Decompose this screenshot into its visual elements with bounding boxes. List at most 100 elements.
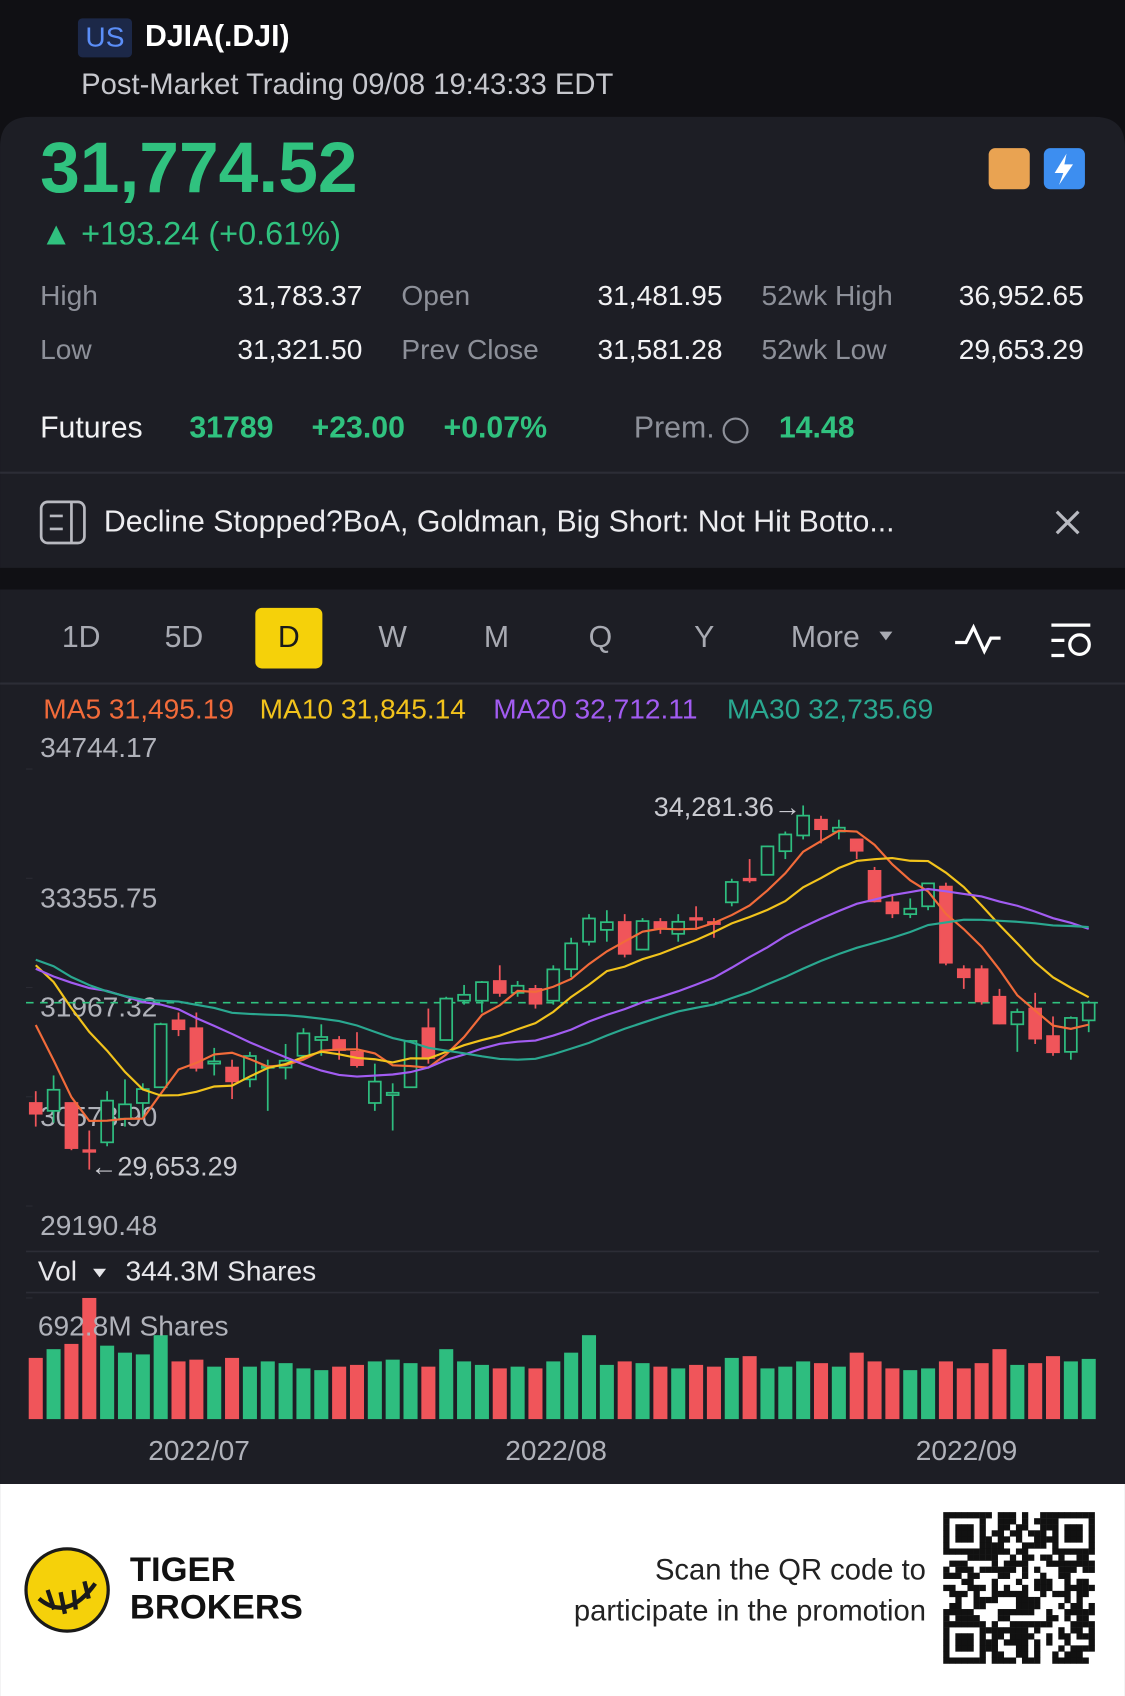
qr-cell — [1003, 1584, 1011, 1592]
qr-cell — [1009, 1657, 1017, 1664]
qr-cell — [1028, 1554, 1035, 1561]
ma-line — [35, 856, 1090, 1097]
qr-cell — [961, 1524, 968, 1531]
qr-cell — [961, 1639, 968, 1646]
premium-info-icon[interactable] — [722, 417, 749, 444]
qr-cell — [979, 1645, 986, 1652]
qr-cell — [1076, 1621, 1083, 1628]
volume-bar — [617, 1361, 632, 1420]
qr-cell — [1088, 1645, 1095, 1652]
qr-cell — [955, 1536, 962, 1543]
volume-bar — [260, 1361, 275, 1420]
close-news[interactable] — [1055, 510, 1080, 535]
qr-cell — [1003, 1639, 1011, 1646]
qr-cell — [1070, 1657, 1077, 1664]
qr-cell — [1076, 1584, 1083, 1592]
volume-bar — [813, 1363, 829, 1420]
qr-cell — [1070, 1584, 1077, 1592]
qr-cell — [1088, 1566, 1095, 1573]
qr-cell — [1040, 1512, 1047, 1519]
candle-body — [153, 1023, 168, 1089]
candle-body — [475, 981, 489, 1002]
y-tick-label: 33355.75 — [40, 882, 157, 913]
candle-body — [296, 1032, 311, 1057]
qr-cell — [1015, 1596, 1023, 1604]
qr-cell — [1040, 1578, 1047, 1586]
qr-cell — [1064, 1536, 1071, 1543]
ma-value: 31,845.14 — [341, 694, 466, 725]
qr-cell — [1021, 1633, 1029, 1640]
qr-cell — [949, 1602, 956, 1610]
volume-bar — [278, 1363, 293, 1420]
qr-cell — [1009, 1609, 1017, 1616]
qr-cell — [1028, 1633, 1035, 1640]
qr-cell — [1015, 1548, 1023, 1555]
qr-cell — [967, 1615, 974, 1622]
volume-title[interactable]: Vol — [38, 1256, 77, 1287]
level-icon[interactable] — [988, 148, 1030, 190]
period-tab[interactable]: D — [278, 621, 300, 654]
qr-cell — [1088, 1512, 1095, 1519]
volume-bar — [117, 1352, 133, 1420]
ma-line — [35, 918, 1089, 1061]
qr-cell — [1070, 1627, 1077, 1634]
qr-cell — [1028, 1609, 1035, 1616]
qr-cell — [1028, 1530, 1035, 1537]
period-tab[interactable]: M — [484, 621, 509, 654]
settings-icon[interactable] — [1051, 623, 1091, 658]
qr-cell — [1046, 1512, 1053, 1519]
symbol: DJIA(.DJI) — [145, 20, 290, 53]
qr-cell — [943, 1657, 950, 1664]
stat-value: 31,581.28 — [598, 334, 723, 365]
qr-cell — [1058, 1633, 1065, 1640]
qr-cell — [1052, 1518, 1059, 1525]
qr-cell — [1076, 1615, 1083, 1622]
qr-cell — [943, 1645, 950, 1652]
qr-cell — [985, 1554, 992, 1561]
qr-cell — [997, 1627, 1005, 1634]
qr-cell — [961, 1536, 968, 1543]
qr-cell — [979, 1651, 986, 1658]
high-annotation: 34,281.36→ — [654, 792, 801, 822]
qr-cell — [1040, 1524, 1047, 1531]
qr-cell — [1088, 1584, 1095, 1592]
qr-cell — [1088, 1542, 1095, 1549]
qr-cell — [967, 1621, 974, 1628]
candle-body — [243, 1055, 257, 1081]
volume-bar — [867, 1361, 882, 1420]
qr-cell — [967, 1572, 974, 1579]
period-tab[interactable]: 1D — [62, 621, 101, 654]
qr-cell — [1064, 1530, 1071, 1537]
qr-cell — [1064, 1657, 1071, 1664]
x-tick-label: 2022/08 — [505, 1435, 607, 1466]
change: ▲ +193.24 (+0.61%) — [40, 215, 341, 251]
news-headline[interactable]: Decline Stopped?BoA, Goldman, Big Short:… — [104, 506, 895, 539]
qr-cell — [979, 1536, 986, 1543]
volume-tick-label: 692.8M Shares — [38, 1311, 229, 1342]
qr-cell — [961, 1566, 968, 1573]
period-tab[interactable]: W — [378, 621, 407, 654]
qr-cell — [943, 1512, 950, 1519]
candle-body — [314, 1036, 329, 1041]
qr-cell — [985, 1627, 992, 1634]
qr-cell — [1034, 1621, 1041, 1628]
qr-cell — [1088, 1524, 1095, 1531]
period-tab[interactable]: Q — [589, 621, 613, 654]
qr-cell — [1052, 1524, 1059, 1531]
volume-bar — [510, 1366, 525, 1420]
qr-cell — [1034, 1645, 1041, 1652]
qr-cell — [991, 1548, 998, 1555]
period-tab[interactable]: Y — [694, 621, 714, 654]
qr-cell — [955, 1560, 962, 1567]
period-tab[interactable]: More — [791, 621, 860, 654]
qr-cell — [1070, 1536, 1077, 1543]
qr-cell — [1082, 1560, 1089, 1567]
qr-cell — [1064, 1596, 1071, 1604]
qr-cell — [1046, 1524, 1053, 1531]
volume-bar — [385, 1359, 400, 1420]
period-tab[interactable]: 5D — [165, 621, 204, 654]
indicator-icon[interactable] — [955, 623, 1001, 655]
qr-cell — [949, 1560, 956, 1567]
qr-cell — [1021, 1554, 1029, 1561]
ma-name: MA20 — [493, 694, 566, 725]
